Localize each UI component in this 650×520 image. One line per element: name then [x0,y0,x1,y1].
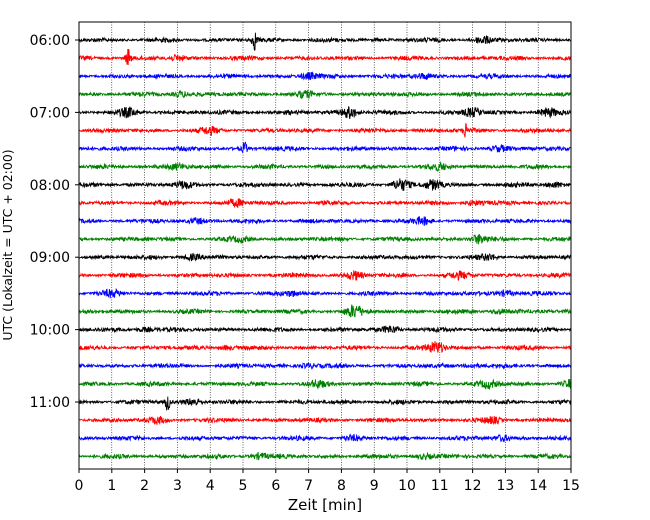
trace-line [78,252,572,262]
grid-lines [111,22,539,469]
y-tick-label: 09:00 [30,250,70,266]
trace-line [78,48,572,66]
plot-frame [78,21,572,470]
trace-line [78,378,572,391]
x-tick-label: 9 [370,478,379,494]
x-tick-label: 8 [337,478,346,494]
trace-line [78,433,572,443]
x-tick-label: 13 [496,478,514,494]
trace-line [78,451,572,461]
x-tick-label: 6 [271,478,280,494]
trace-line [78,362,572,370]
trace-line [78,89,572,100]
plot-background [79,22,571,469]
trace-line [78,106,572,120]
y-tick-label: 07:00 [30,105,70,121]
x-tick-label: 15 [562,478,580,494]
x-axis-label: Zeit [min] [288,496,362,514]
trace-line [78,325,572,334]
trace-line [78,270,572,281]
trace-line [78,287,572,299]
y-tick-label: 10:00 [30,323,70,339]
x-tick-label: 7 [304,478,313,494]
x-tick-label: 2 [140,478,149,494]
y-tick-label: 08:00 [30,178,70,194]
x-tick-label: 4 [206,478,215,494]
trace-line [78,178,572,191]
x-tick-label: 10 [398,478,416,494]
trace-line [78,141,572,154]
trace-line [78,233,572,245]
traces-group [78,32,572,461]
trace-line [78,198,572,209]
trace-line [78,304,572,318]
x-tick-label: 12 [464,478,482,494]
x-tick-label: 3 [173,478,182,494]
y-axis-ticks: 06:00 07:00 08:00 09:00 10:00 11:00 [30,33,79,411]
x-axis-ticks: 0 1 2 3 4 5 6 7 8 9 10 11 12 13 14 15 [75,469,580,494]
x-tick-label: 5 [239,478,248,494]
x-tick-label: 14 [529,478,547,494]
y-axis-label: UTC (Lokalzeit = UTC + 02:00) [0,149,15,340]
trace-line [78,415,572,426]
trace-line [78,71,572,81]
trace-line [78,215,572,226]
trace-line [78,32,572,51]
trace-line [78,396,572,411]
y-tick-label: 11:00 [30,395,70,411]
trace-line [78,122,572,138]
y-tick-label: 06:00 [30,33,70,49]
x-tick-label: 11 [431,478,449,494]
x-tick-label: 1 [107,478,116,494]
trace-line [78,341,572,353]
trace-line [78,160,572,173]
x-tick-label: 0 [75,478,84,494]
